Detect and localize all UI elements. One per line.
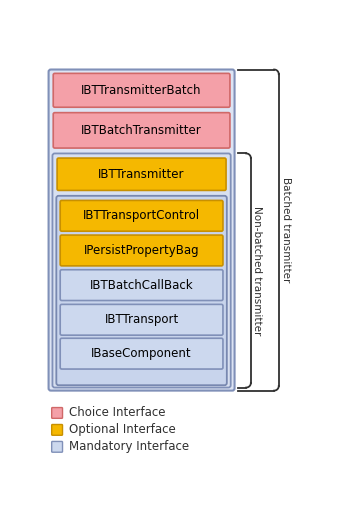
Text: IBaseComponent: IBaseComponent	[91, 347, 192, 360]
FancyBboxPatch shape	[60, 235, 223, 266]
FancyBboxPatch shape	[48, 70, 235, 391]
FancyBboxPatch shape	[60, 338, 223, 369]
FancyBboxPatch shape	[60, 201, 223, 231]
FancyBboxPatch shape	[52, 408, 62, 418]
Text: IBTBatchCallBack: IBTBatchCallBack	[90, 279, 193, 291]
Text: Non-batched transmitter: Non-batched transmitter	[252, 206, 262, 335]
FancyBboxPatch shape	[52, 441, 62, 452]
FancyBboxPatch shape	[60, 270, 223, 300]
FancyBboxPatch shape	[57, 158, 226, 191]
Text: IBTBatchTransmitter: IBTBatchTransmitter	[81, 124, 202, 137]
FancyBboxPatch shape	[53, 73, 230, 107]
Text: IBTTransmitterBatch: IBTTransmitterBatch	[81, 84, 202, 97]
FancyBboxPatch shape	[60, 304, 223, 335]
FancyBboxPatch shape	[56, 196, 227, 385]
Text: IBTTransport: IBTTransport	[104, 313, 179, 326]
Text: Mandatory Interface: Mandatory Interface	[69, 440, 189, 454]
Text: Batched transmitter: Batched transmitter	[281, 177, 291, 283]
FancyBboxPatch shape	[53, 112, 230, 148]
Text: IPersistPropertyBag: IPersistPropertyBag	[84, 244, 199, 257]
Text: IBTTransmitter: IBTTransmitter	[98, 168, 185, 181]
FancyBboxPatch shape	[53, 154, 231, 388]
Text: Choice Interface: Choice Interface	[69, 407, 165, 419]
FancyBboxPatch shape	[52, 425, 62, 435]
Text: Optional Interface: Optional Interface	[69, 423, 176, 436]
Text: IBTTransportControl: IBTTransportControl	[83, 209, 200, 222]
